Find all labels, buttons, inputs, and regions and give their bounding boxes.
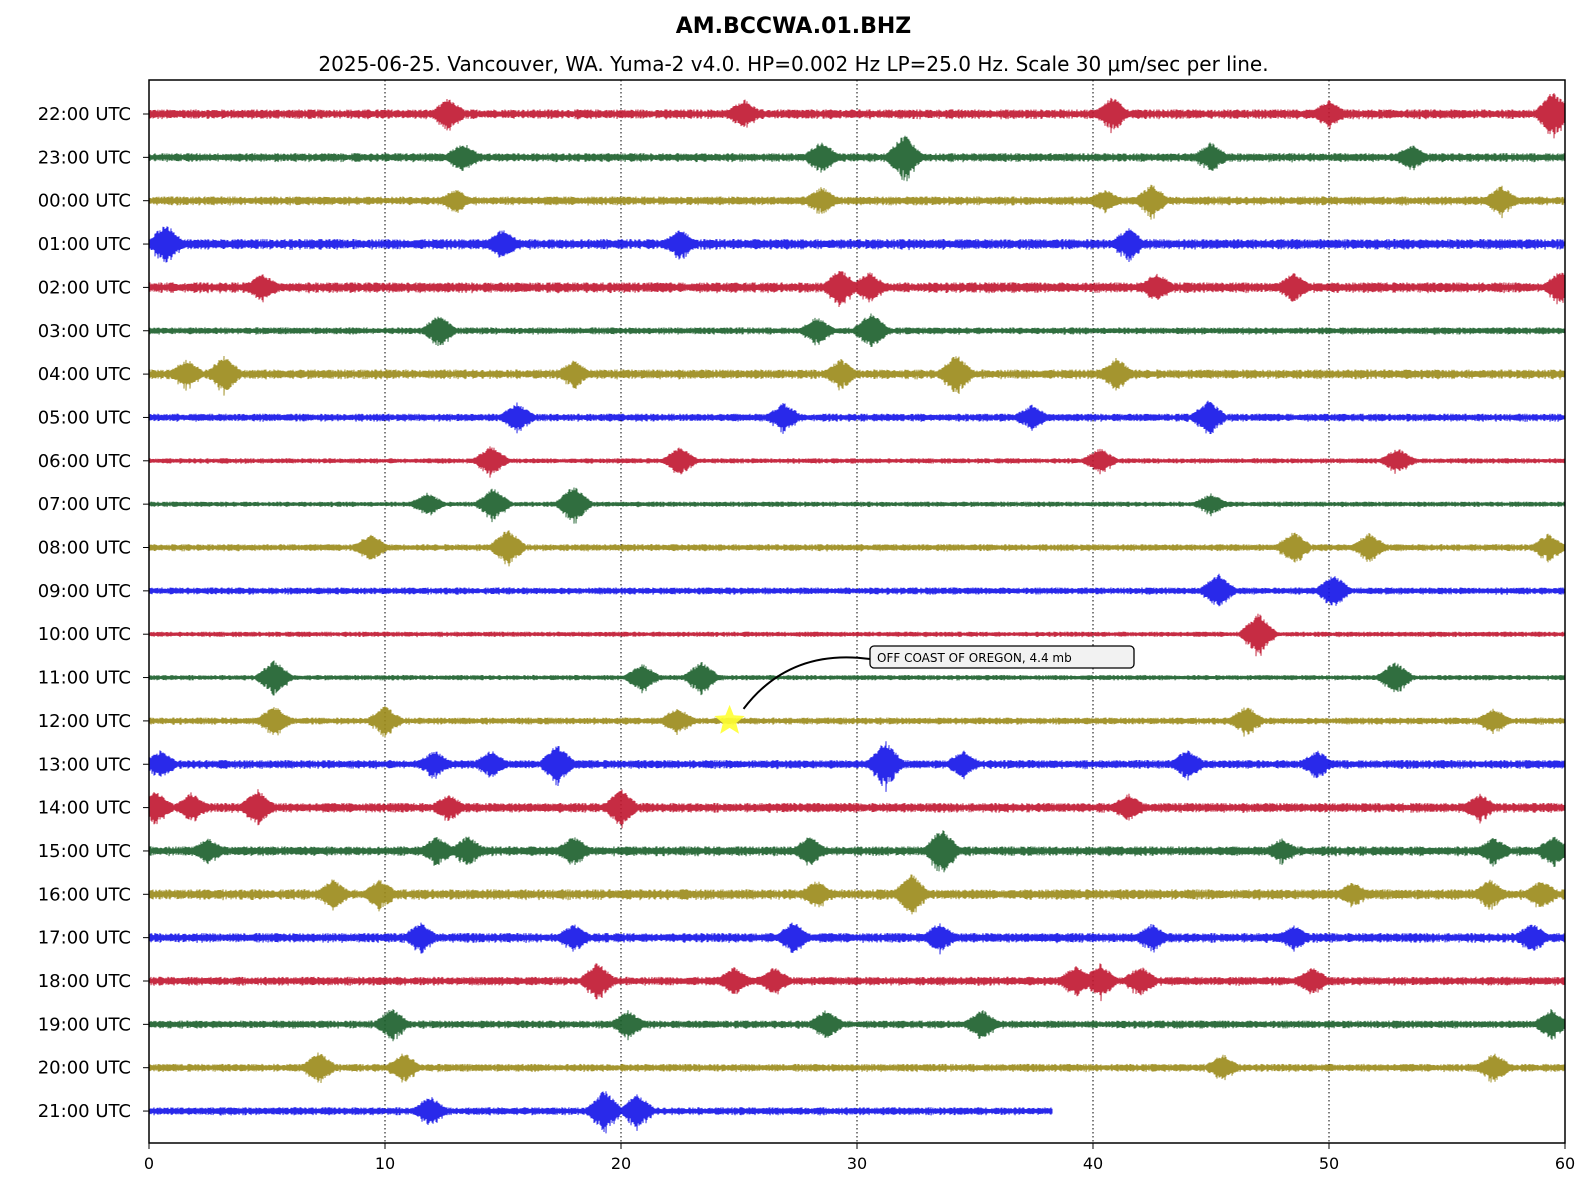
row-time-label: 18:00 UTC <box>38 971 131 992</box>
annotation-box <box>869 645 1135 669</box>
seismic-trace <box>148 874 1566 915</box>
row-time-label: 07:00 UTC <box>38 494 131 515</box>
row-time-label: 20:00 UTC <box>38 1058 131 1079</box>
seismic-trace <box>148 1009 1566 1042</box>
row-time-label: 08:00 UTC <box>38 538 131 559</box>
seismic-trace <box>148 1052 1566 1084</box>
row-time-label: 12:00 UTC <box>38 711 131 732</box>
seismic-trace <box>148 446 1566 478</box>
row-time-label: 01:00 UTC <box>38 234 131 255</box>
row-time-label: 11:00 UTC <box>38 668 131 689</box>
seismic-trace <box>148 789 1566 829</box>
x-tick-label: 40 <box>1083 1154 1103 1173</box>
seismic-trace <box>148 613 1566 657</box>
row-time-label: 04:00 UTC <box>38 364 131 385</box>
row-time-label: 03:00 UTC <box>38 321 131 342</box>
row-time-label: 15:00 UTC <box>38 841 131 862</box>
seismic-trace <box>148 226 1566 263</box>
seismic-trace <box>148 660 1566 696</box>
seismic-trace <box>148 184 1566 220</box>
row-time-label: 06:00 UTC <box>38 451 131 472</box>
seismic-trace <box>148 313 1566 348</box>
seismic-trace <box>148 355 1566 396</box>
chart-title: AM.BCCWA.01.BHZ <box>675 14 912 39</box>
row-time-label: 23:00 UTC <box>38 147 131 168</box>
seismic-trace <box>148 270 1566 308</box>
row-time-label: 22:00 UTC <box>38 104 131 125</box>
seismic-trace <box>148 741 1566 792</box>
seismic-trace <box>148 487 1566 524</box>
x-tick-label: 50 <box>1319 1154 1339 1173</box>
row-time-label: 10:00 UTC <box>38 624 131 645</box>
x-tick-label: 60 <box>1555 1154 1575 1173</box>
seismic-trace <box>148 573 1566 607</box>
row-time-label: 16:00 UTC <box>38 884 131 905</box>
x-tick-label: 0 <box>144 1154 154 1173</box>
x-tick-label: 30 <box>847 1154 867 1173</box>
seismic-trace <box>148 1091 1053 1134</box>
chart-subtitle: 2025-06-25. Vancouver, WA. Yuma-2 v4.0. … <box>318 52 1269 76</box>
row-time-label: 13:00 UTC <box>38 754 131 775</box>
x-tick-label: 20 <box>611 1154 631 1173</box>
seismic-trace <box>148 830 1566 873</box>
row-time-label: 00:00 UTC <box>38 191 131 212</box>
seismic-trace <box>148 963 1566 1002</box>
event-star-marker <box>714 704 745 734</box>
row-time-label: 02:00 UTC <box>38 277 131 298</box>
row-time-label: 17:00 UTC <box>38 928 131 949</box>
seismic-trace <box>148 400 1566 435</box>
row-time-label: 09:00 UTC <box>38 581 131 602</box>
annotation-label: OFF COAST OF OREGON, 4.4 mb <box>877 651 1072 665</box>
x-tick-label: 10 <box>375 1154 395 1173</box>
row-time-label: 19:00 UTC <box>38 1014 131 1035</box>
row-time-label: 21:00 UTC <box>38 1101 131 1122</box>
seismic-trace <box>148 530 1566 567</box>
row-time-label: 14:00 UTC <box>38 798 131 819</box>
seismic-trace <box>148 922 1566 955</box>
seismic-trace <box>148 93 1566 139</box>
row-time-label: 05:00 UTC <box>38 407 131 428</box>
annotation-connector <box>742 656 871 710</box>
seismic-trace <box>148 706 1566 738</box>
seismic-trace <box>148 135 1566 182</box>
